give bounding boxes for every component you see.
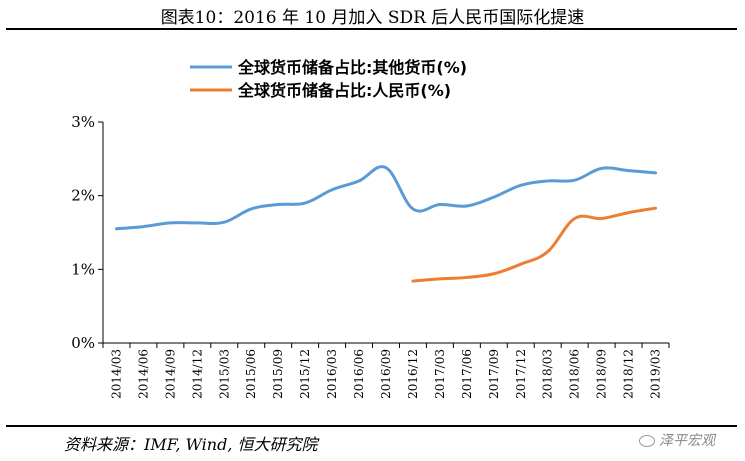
legend-label: 全球货币储备占比:其他货币(%)	[237, 58, 467, 77]
x-tick-label: 2016/03	[325, 349, 339, 399]
series-line-0	[114, 165, 658, 231]
x-tick-label: 2014/12	[190, 349, 204, 399]
x-tick-label: 2018/12	[622, 349, 636, 399]
legend-label: 全球货币储备占比:人民币(%)	[237, 81, 451, 100]
series-line-1	[411, 206, 658, 283]
x-tick-label: 2014/09	[163, 349, 177, 399]
bottom-rule	[6, 425, 737, 427]
x-tick-label: 2018/06	[568, 349, 582, 399]
chart-series	[114, 165, 658, 283]
x-tick-label: 2016/06	[352, 349, 366, 399]
x-tick-label: 2014/06	[136, 349, 150, 399]
x-tick-label: 2017/09	[487, 349, 501, 399]
x-tick-label: 2016/09	[379, 349, 393, 399]
y-tick-label: 0%	[71, 334, 95, 352]
x-tick-label: 2017/12	[514, 349, 528, 399]
top-rule	[6, 28, 737, 30]
x-tick-label: 2019/03	[649, 349, 663, 399]
y-tick-label: 1%	[71, 260, 95, 278]
figure-title: 图表10：2016 年 10 月加入 SDR 后人民币国际化提速	[160, 8, 585, 28]
wechat-icon	[639, 435, 655, 447]
x-tick-label: 2015/06	[244, 349, 258, 399]
x-tick-label: 2017/06	[460, 349, 474, 399]
x-tick-label: 2015/03	[217, 349, 231, 399]
x-tick-label: 2018/03	[541, 349, 555, 399]
x-tick-label: 2017/03	[433, 349, 447, 399]
x-tick-label: 2016/12	[406, 349, 420, 399]
x-tick-label: 2015/09	[271, 349, 285, 399]
source-note: 资料来源：IMF, Wind, 恒大研究院	[64, 435, 318, 454]
y-tick-label: 3%	[71, 113, 95, 131]
watermark: 泽平宏观	[639, 430, 715, 450]
y-tick-label: 2%	[71, 187, 95, 205]
chart-axes: 0% 1% 2% 3% 2014/03 2014/06 2014/09 2014/12 2015…	[71, 113, 670, 399]
watermark-text: 泽平宏观	[659, 433, 715, 449]
x-tick-label: 2014/03	[109, 349, 123, 399]
chart-legend: 全球货币储备占比:其他货币(%) 全球货币储备占比:人民币(%)	[190, 58, 467, 100]
x-tick-label: 2018/09	[595, 349, 609, 399]
x-tick-label: 2015/12	[298, 349, 312, 399]
